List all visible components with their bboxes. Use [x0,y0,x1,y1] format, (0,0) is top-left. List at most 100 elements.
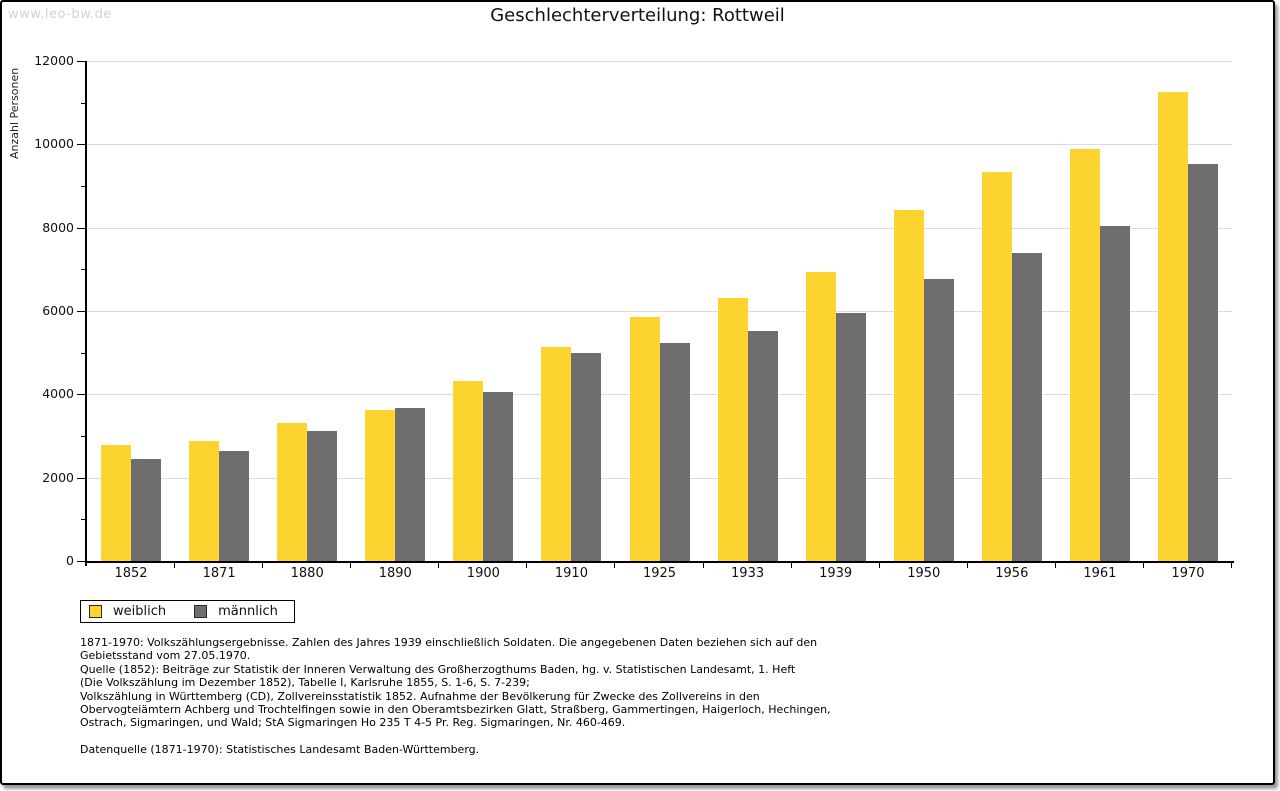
y-axis-ticks [76,61,85,562]
bar-männlich-1961 [1099,225,1130,561]
footnote-line: Gebietsstand vom 27.05.1970. [80,649,251,663]
bar-männlich-1890 [395,408,426,561]
gridline [87,227,1232,229]
bar-group-1880 [263,61,351,561]
maennlich-swatch-icon [194,605,208,618]
bar-weiblich-1880 [277,422,308,561]
bar-männlich-1910 [571,353,602,561]
bar-group-1910 [527,61,615,561]
bar-weiblich-1933 [717,298,748,561]
x-tick-label: 1871 [202,566,236,581]
y-tick [81,186,85,187]
y-tick [81,102,85,104]
weiblich-swatch-icon [89,605,102,618]
bar-weiblich-1939 [805,272,836,561]
bar-weiblich-1852 [101,444,132,561]
y-tick [77,561,85,562]
x-tick [1231,563,1232,568]
x-tick-label: 1910 [554,566,588,581]
bar-männlich-1880 [307,430,338,561]
bar-männlich-1933 [747,331,778,561]
bar-group-1956 [968,61,1056,561]
x-tick [438,563,440,568]
bar-weiblich-1871 [189,440,220,561]
x-tick-label: 1925 [642,566,677,581]
y-tick [77,394,85,396]
y-tick-label: 8000 [42,219,74,235]
y-tick [77,311,85,312]
bar-group-1970 [1144,61,1232,561]
gridline [87,311,1232,312]
x-tick-label: 1956 [995,566,1029,581]
bar-group-1925 [615,61,703,561]
footnote-line: Datenquelle (1871-1970): Statistisches L… [80,743,480,757]
footnote-line: Quelle (1852): Beiträge zur Statistik de… [80,662,796,676]
x-tick-label: 1933 [731,566,765,581]
y-axis-line [85,61,87,566]
y-tick [77,477,85,479]
bar-series [87,61,1232,561]
x-tick-label: 1900 [466,566,500,581]
bar-männlich-1900 [483,391,514,561]
x-axis-line [85,561,1234,563]
bar-weiblich-1900 [453,381,484,561]
x-tick [1054,563,1056,568]
x-tick-label: 1950 [907,566,941,581]
legend-label-weiblich: weiblich [113,604,167,619]
gridline [87,61,1232,62]
x-tick [262,563,264,568]
bar-group-1900 [439,61,527,561]
bar-männlich-1970 [1187,163,1218,561]
x-tick-label: 1880 [290,566,324,581]
bar-weiblich-1961 [1069,148,1100,561]
x-tick [174,563,176,568]
x-tick-label: 1852 [114,566,148,581]
x-tick [526,563,528,568]
footnotes: 1871-1970: Volkszählungsergebnisse. Zahl… [80,636,910,757]
bar-group-1961 [1056,61,1144,561]
x-tick [614,563,616,568]
bar-weiblich-1925 [629,316,660,561]
x-axis-ticks [87,563,1232,568]
bar-männlich-1852 [131,458,162,561]
plot-area [87,61,1232,561]
x-tick [966,563,968,568]
bar-männlich-1950 [923,279,954,561]
footnote-line: Ostrach, Sigmaringen, und Wald; StA Sigm… [80,716,626,730]
bar-weiblich-1950 [893,210,924,561]
x-tick-label: 1890 [378,566,412,581]
y-tick-label: 0 [66,553,74,568]
bar-group-1950 [880,61,968,561]
x-tick [790,563,792,568]
x-tick-label: 1970 [1171,566,1205,581]
bar-group-1939 [792,61,880,561]
x-tick [1142,563,1144,568]
y-tick-label: 6000 [42,303,74,318]
watermark: www.leo-bw.de [8,7,112,22]
bar-group-1871 [175,61,263,561]
x-tick [350,563,352,568]
legend: weiblich männlich [80,600,295,623]
y-tick [81,519,85,521]
x-tick-label: 1961 [1083,566,1117,581]
x-tick [878,563,880,568]
y-tick-label: 2000 [42,469,74,485]
bar-männlich-1956 [1011,252,1042,561]
footnote-line: (Die Volkszählung im Dezember 1852), Tab… [80,676,530,690]
y-tick-label: 12000 [34,53,74,68]
y-tick-label: 4000 [42,386,74,402]
bar-weiblich-1910 [541,346,572,561]
y-tick [77,61,85,62]
y-axis-tick-labels: 0 2000 4000 6000 8000 10000 12000 [2,53,76,568]
x-axis-tick-labels: 1852 1871 1880 1890 1900 1910 1925 1933 1939 1950… [87,566,1232,581]
y-tick [81,436,85,437]
x-tick [702,563,704,568]
legend-entry-weiblich: weiblich [89,604,166,619]
bar-männlich-1939 [835,312,866,561]
footnote-line: Obervogteiämtern Achberg und Trochtelfin… [80,703,831,717]
bar-group-1890 [351,61,439,561]
bar-männlich-1871 [219,451,250,561]
bar-weiblich-1956 [981,172,1012,561]
y-tick [77,144,85,146]
x-tick-label: 1939 [819,566,853,581]
